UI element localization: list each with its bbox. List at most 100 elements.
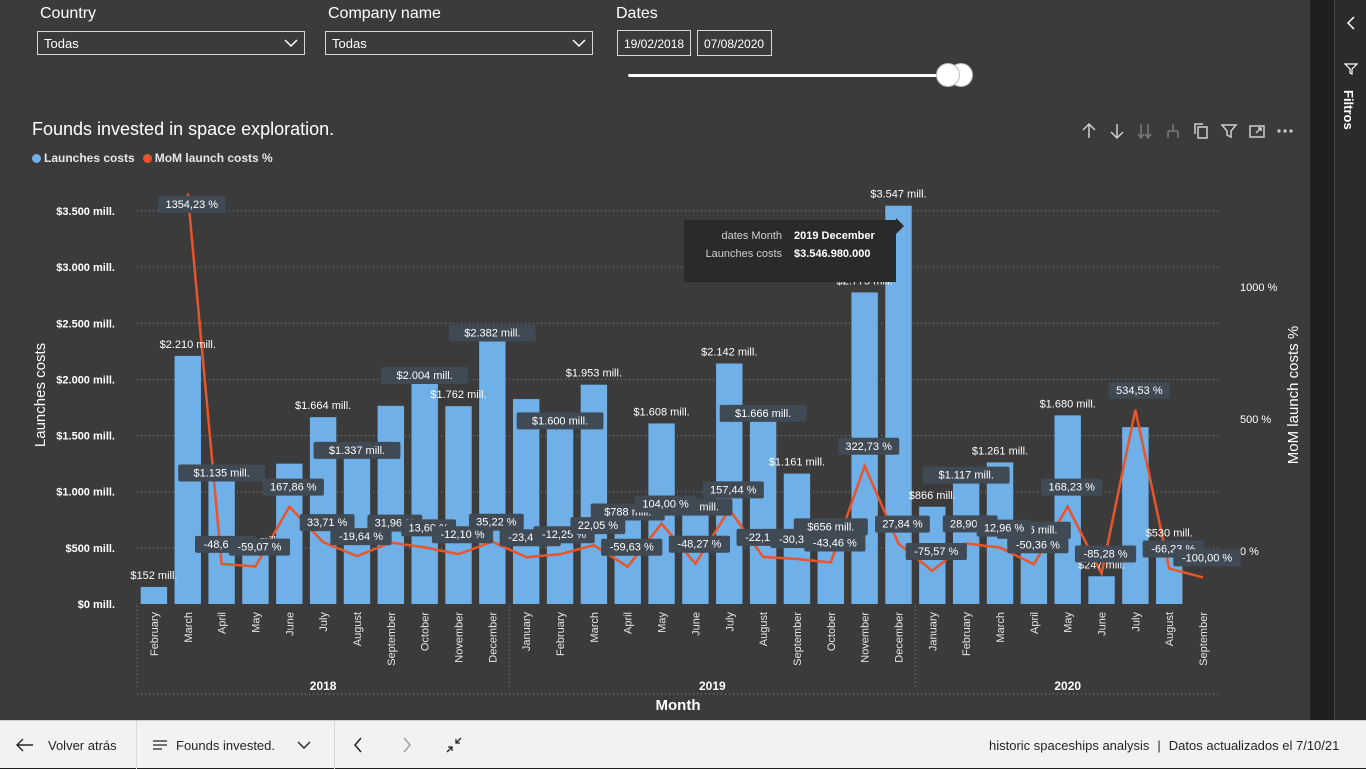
bar-data-label: $2.004 mill. xyxy=(397,370,453,382)
country-dropdown[interactable]: Todas xyxy=(37,31,305,55)
chevron-down-icon xyxy=(284,39,298,48)
start-date-input[interactable]: 19/02/2018 xyxy=(617,30,691,56)
line-label-background xyxy=(1173,549,1241,567)
x-tick-label: April xyxy=(217,612,229,634)
filter-icon[interactable] xyxy=(1220,122,1238,140)
tooltip-month-key: dates Month xyxy=(721,230,782,242)
line-data-label: -43,46 % xyxy=(813,537,857,549)
bar-data-label: $1.161 mill. xyxy=(769,457,825,469)
end-date-input[interactable]: 07/08/2020 xyxy=(697,30,772,56)
expand-hierarchy-icon[interactable] xyxy=(1164,122,1182,140)
bar-label-background xyxy=(719,404,807,422)
more-options-icon[interactable] xyxy=(1276,122,1294,140)
bar-data-label: $1.600 mill. xyxy=(532,415,588,427)
date-range-slider-track[interactable] xyxy=(628,74,958,77)
combo-chart: $0 mill. $500 mill. $1.000 mill. $1.500 mil… xyxy=(32,189,1302,714)
chevron-left-icon[interactable] xyxy=(1345,16,1357,30)
x-tick-label: January xyxy=(521,612,533,652)
line-data-label: 322,73 % xyxy=(845,441,892,453)
page-selector[interactable]: Founds invested. xyxy=(153,721,311,769)
line-label-background xyxy=(905,542,967,560)
line-label-background xyxy=(299,514,355,532)
bar-data-label: $1.666 mill. xyxy=(735,408,791,420)
x-tick-label: August xyxy=(352,612,364,646)
line-label-background xyxy=(1041,478,1103,496)
x-tick-label: August xyxy=(758,612,770,646)
focus-mode-icon[interactable] xyxy=(1248,122,1266,140)
line-data-label: -48,27 % xyxy=(677,539,721,551)
filters-pane[interactable] xyxy=(1334,0,1366,720)
mom-line xyxy=(186,193,1204,579)
chart-legend: Launches costs MoM launch costs % xyxy=(32,151,273,165)
line-data-label: -12,10 % xyxy=(441,529,485,541)
company-dropdown[interactable]: Todas xyxy=(325,31,593,55)
x-tick-label: July xyxy=(318,612,330,632)
x-tick-label: September xyxy=(1198,612,1210,666)
bar xyxy=(952,478,980,604)
back-button[interactable]: Volver atrás xyxy=(16,721,117,769)
tooltip-cost-value: $3.546.980.000 xyxy=(794,248,871,260)
data-updated-label: Datos actualizados el 7/10/21 xyxy=(1168,737,1340,753)
x-tick-label: March xyxy=(589,612,601,643)
line-data-label: -75,57 % xyxy=(914,546,958,558)
x-tick-label: January xyxy=(927,612,939,652)
tooltip-month-value: 2019 December xyxy=(794,230,875,242)
line-data-label: 35,22 % xyxy=(476,517,517,529)
bar xyxy=(140,586,168,604)
line-data-label: 12,96 % xyxy=(984,523,1025,535)
x-tick-label: December xyxy=(487,612,499,663)
country-slicer-title: Country xyxy=(40,5,97,22)
line-label-background xyxy=(838,437,900,455)
y2-tick-label: 1000 % xyxy=(1240,282,1278,294)
go-to-next-level-icon[interactable] xyxy=(1136,122,1154,140)
line-data-label: -59,63 % xyxy=(610,542,654,554)
x-tick-label: February xyxy=(555,612,567,657)
chevron-down-icon xyxy=(572,39,586,48)
bar xyxy=(513,399,540,604)
line-label-background xyxy=(1108,381,1170,399)
report-info: historic spaceships analysis | Datos act… xyxy=(989,721,1339,769)
bar-data-label: $866 mill. xyxy=(909,490,956,502)
line-label-background xyxy=(875,515,930,533)
line-data-label: -85,28 % xyxy=(1084,549,1128,561)
bar-data-label: $1.664 mill. xyxy=(295,400,351,412)
bar-data-label: $1.680 mill. xyxy=(1040,398,1096,410)
chevron-down-icon xyxy=(297,741,311,749)
next-page-icon[interactable] xyxy=(401,737,413,753)
bar xyxy=(749,416,777,604)
report-page: Country Todas Company name Todas Dates 1… xyxy=(0,0,1310,720)
bar-data-label: $1.261 mill. xyxy=(972,445,1028,457)
bar-data-label: $2.142 mill. xyxy=(701,346,757,358)
chart-tooltip: dates Month 2019 December Launches costs $… xyxy=(684,220,896,282)
bar-data-label: $2.382 mill. xyxy=(464,328,520,340)
drill-up-icon[interactable] xyxy=(1080,122,1098,140)
filter-funnel-icon xyxy=(1344,63,1358,75)
bar-data-label: $530 mill. xyxy=(1146,527,1193,539)
divider xyxy=(334,721,335,769)
slider-start-handle[interactable] xyxy=(936,63,960,87)
drill-down-icon[interactable] xyxy=(1108,122,1126,140)
bar-data-label: $152 mill. xyxy=(130,570,177,582)
info-separator: | xyxy=(1157,737,1161,753)
line-data-label: -19,64 % xyxy=(339,531,383,543)
previous-page-icon[interactable] xyxy=(352,737,364,753)
line-label-background xyxy=(157,196,226,213)
x-tick-label: November xyxy=(860,612,872,663)
filters-pane-label[interactable]: Filtros xyxy=(1341,90,1356,130)
line-data-label: 168,23 % xyxy=(1048,482,1095,494)
year-label: 2018 xyxy=(310,679,337,693)
bar-label-background xyxy=(448,324,536,342)
line-data-label: 157,44 % xyxy=(710,484,757,496)
legend-item-mom[interactable]: MoM launch costs % xyxy=(142,151,273,165)
x-tick-label: September xyxy=(386,612,398,666)
line-data-label: -100,00 % xyxy=(1182,552,1232,564)
copy-visual-icon[interactable] xyxy=(1192,122,1210,140)
x-tick-label: February xyxy=(149,612,161,657)
bar xyxy=(445,406,472,604)
bar-label-background xyxy=(178,464,266,482)
legend-item-launches[interactable]: Launches costs xyxy=(32,151,135,165)
x-tick-label: May xyxy=(657,612,669,633)
collapse-fullscreen-icon[interactable] xyxy=(446,737,462,753)
bar xyxy=(1088,576,1115,604)
line-data-label: 534,53 % xyxy=(1116,385,1163,397)
